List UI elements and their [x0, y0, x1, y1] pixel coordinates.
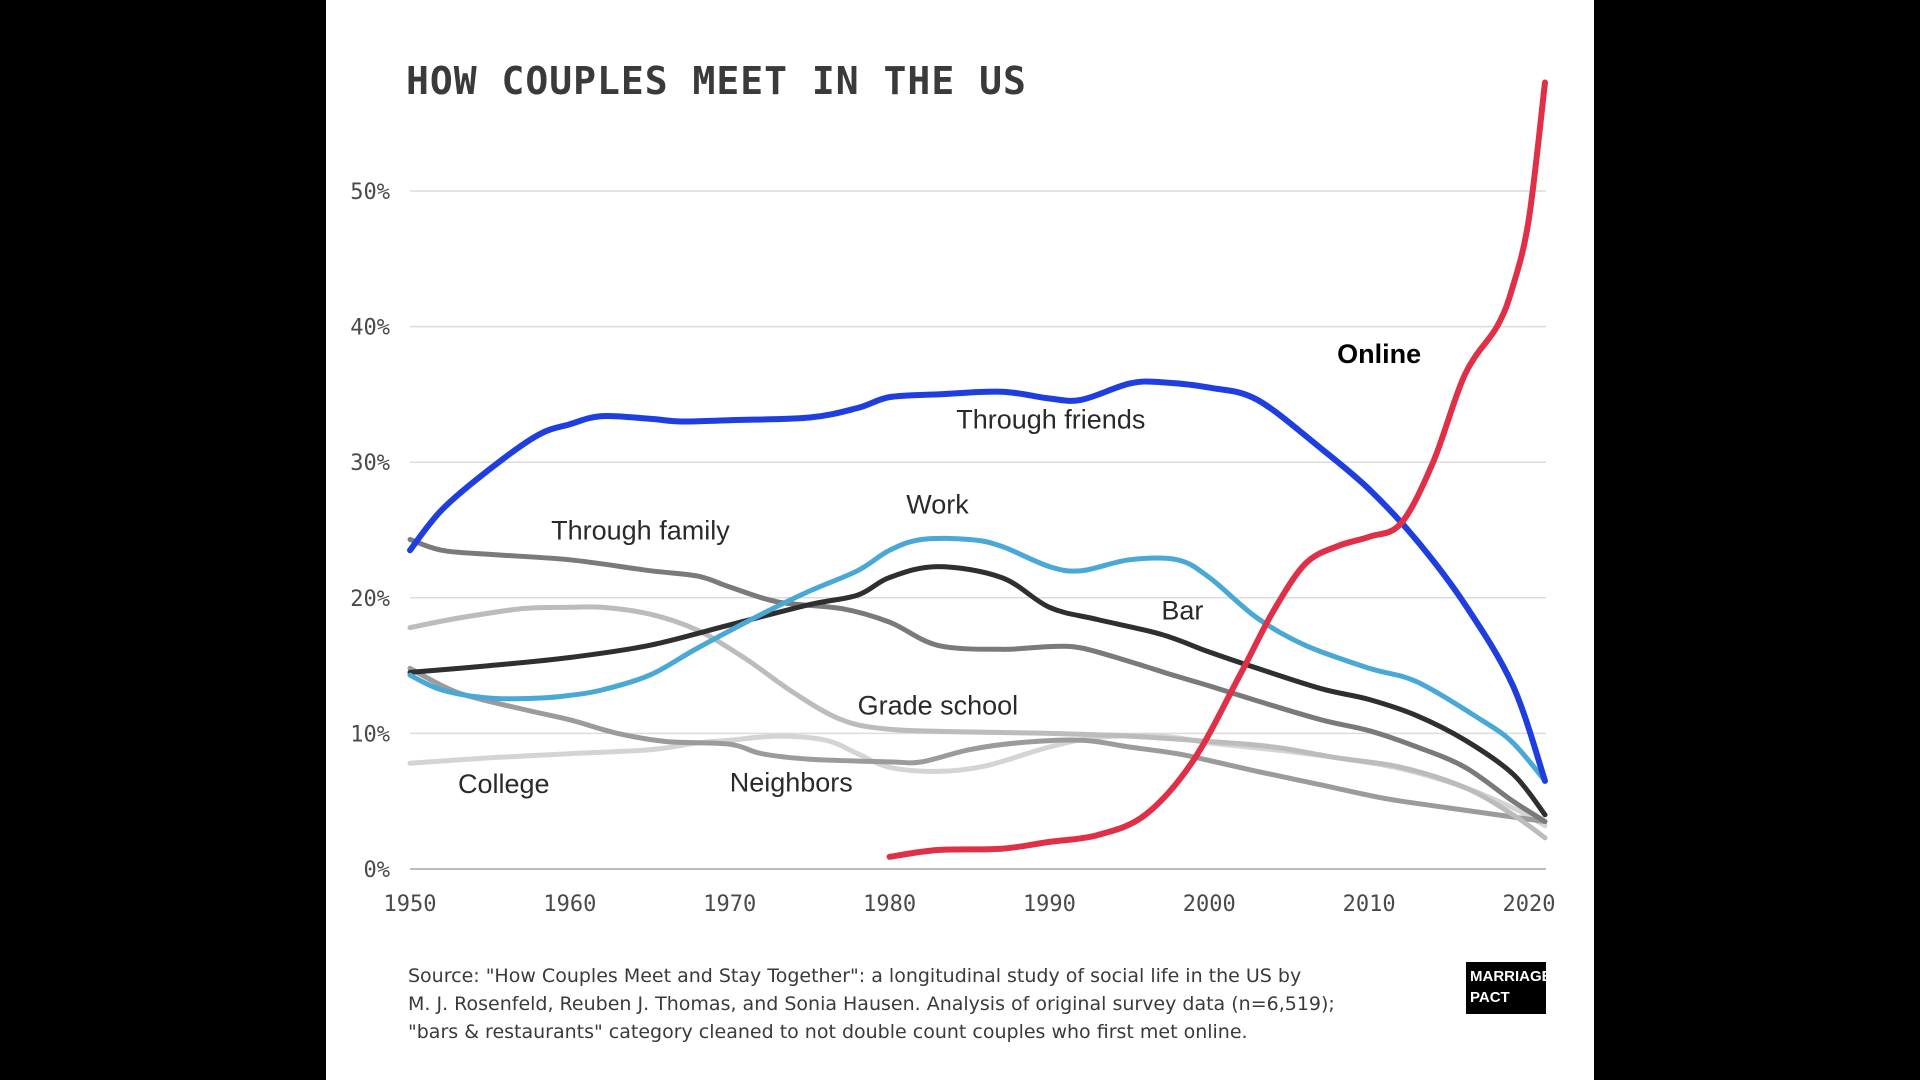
- logo-line: MARRIAGE: [1470, 968, 1552, 985]
- series-line-neighbors: [407, 665, 1548, 824]
- y-tick-label: 50%: [350, 180, 390, 205]
- source-note: Source: "How Couples Meet and Stay Toget…: [408, 962, 1408, 1046]
- logo-line: PACT: [1470, 989, 1510, 1006]
- y-axis-ticks: 0% 10% 20% 30% 40% 50%: [350, 180, 390, 883]
- series-label-neighbors: Neighbors: [730, 768, 853, 798]
- series-label-grade-school: Grade school: [858, 690, 1019, 720]
- series-lines: [407, 79, 1548, 860]
- x-tick-label: 2010: [1343, 892, 1396, 917]
- series-labels: Online Through friends Work Through family B…: [458, 339, 1421, 799]
- chart-title: HOW COUPLES MEET IN THE US: [406, 59, 1027, 103]
- x-tick-label: 1950: [384, 892, 437, 917]
- series-line-work: [407, 535, 1548, 784]
- series-line-online: [886, 79, 1548, 860]
- gridlines: [410, 190, 1546, 870]
- series-line-through-friends: [407, 378, 1548, 784]
- y-tick-label: 40%: [350, 316, 390, 341]
- series-label-bar: Bar: [1161, 595, 1203, 625]
- x-tick-label: 1960: [543, 892, 596, 917]
- chart-card: HOW COUPLES MEET IN THE US 0% 10% 20% 30% 40…: [326, 0, 1594, 1080]
- series-line-grade-school: [407, 604, 1548, 841]
- series-label-through-family: Through family: [551, 515, 730, 545]
- x-tick-label: 2000: [1183, 892, 1236, 917]
- series-line-bar: [407, 564, 1548, 818]
- x-axis-ticks: 1950 1960 1970 1980 1990 2000 2010 2020: [384, 892, 1556, 917]
- x-tick-label: 1990: [1023, 892, 1076, 917]
- source-line: Source: "How Couples Meet and Stay Toget…: [408, 965, 1302, 987]
- y-tick-label: 0%: [364, 858, 391, 883]
- marriage-pact-logo: MARRIAGE PACT: [1466, 962, 1552, 1014]
- series-line-through-family: [407, 537, 1548, 824]
- series-label-work: Work: [906, 490, 969, 520]
- line-chart: HOW COUPLES MEET IN THE US 0% 10% 20% 30% 40…: [350, 59, 1556, 917]
- source-line: M. J. Rosenfeld, Reuben J. Thomas, and S…: [408, 993, 1335, 1015]
- series-label-online: Online: [1337, 339, 1421, 369]
- x-tick-label: 1970: [703, 892, 756, 917]
- series-label-college: College: [458, 769, 550, 799]
- y-tick-label: 10%: [350, 722, 390, 747]
- x-tick-label: 2020: [1503, 892, 1556, 917]
- y-tick-label: 30%: [350, 451, 390, 476]
- x-tick-label: 1980: [863, 892, 916, 917]
- source-line: "bars & restaurants" category cleaned to…: [408, 1021, 1248, 1043]
- y-tick-label: 20%: [350, 587, 390, 612]
- series-label-through-friends: Through friends: [956, 404, 1145, 434]
